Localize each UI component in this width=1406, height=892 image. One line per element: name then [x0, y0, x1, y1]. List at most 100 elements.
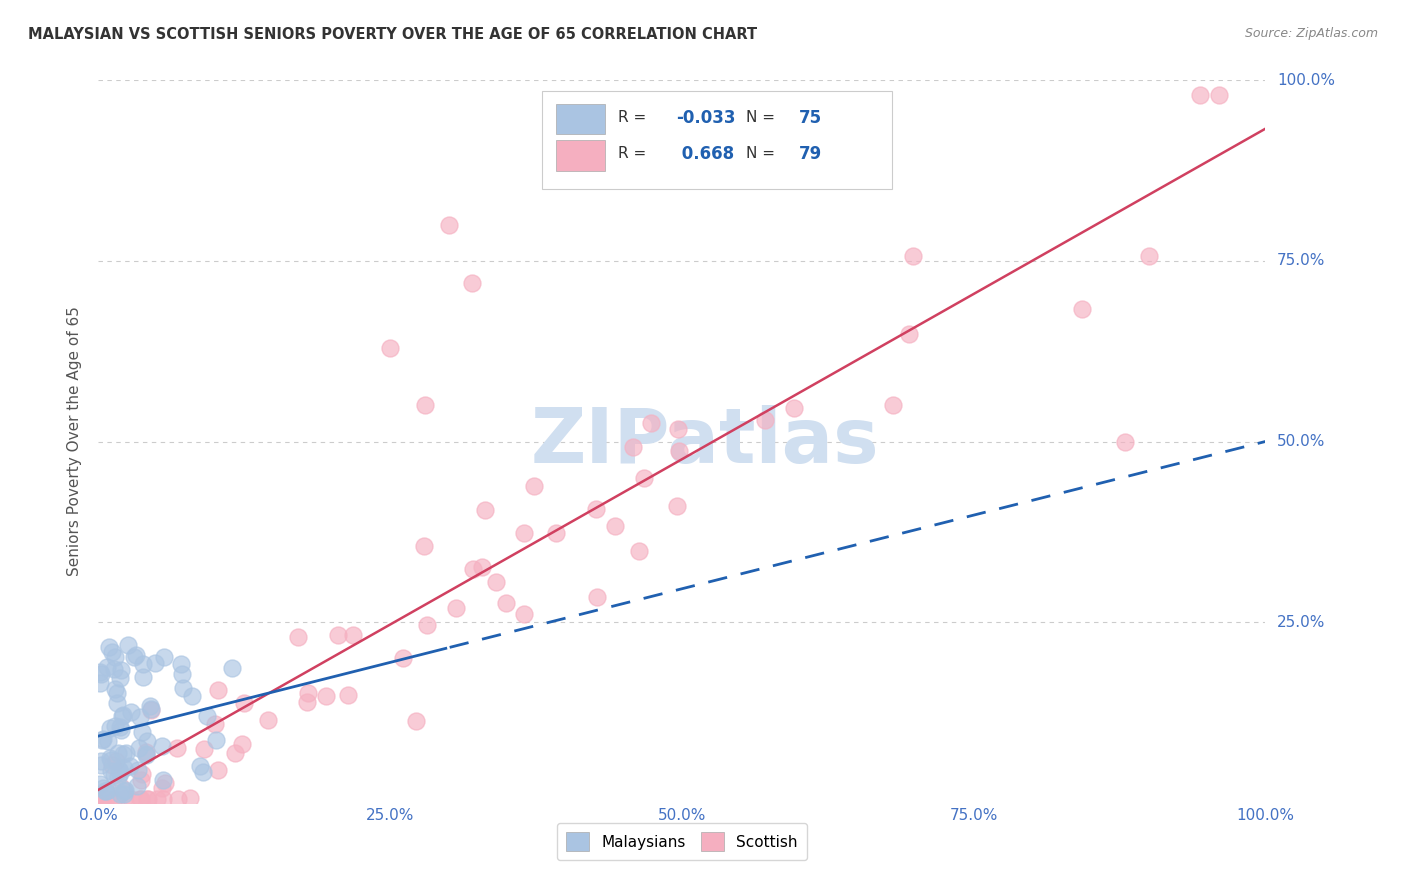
Point [110, 765, 132, 780]
Point [98, 721, 121, 735]
Point [112, 792, 135, 806]
Point [623, 440, 645, 454]
Point [127, 763, 149, 777]
Point [129, 792, 152, 806]
FancyBboxPatch shape [541, 91, 891, 189]
Point [114, 783, 136, 797]
Point [94, 784, 117, 798]
Point [898, 327, 921, 342]
Point [112, 787, 135, 801]
Point [188, 759, 211, 773]
Point [150, 739, 173, 753]
Point [150, 781, 173, 796]
Text: -0.033: -0.033 [676, 109, 735, 127]
Point [463, 562, 485, 576]
Point [104, 682, 127, 697]
Point [100, 758, 122, 772]
Point [100, 645, 122, 659]
Point [640, 416, 662, 430]
Point [232, 696, 254, 710]
Point [471, 559, 494, 574]
Point [152, 792, 174, 806]
Point [193, 765, 215, 780]
Point [513, 607, 536, 622]
Point [444, 601, 467, 615]
Point [98, 751, 121, 765]
Point [380, 341, 402, 355]
Point [135, 747, 157, 762]
Text: MALAYSIAN VS SCOTTISH SENIORS POVERTY OVER THE AGE OF 65 CORRELATION CHART: MALAYSIAN VS SCOTTISH SENIORS POVERTY OV… [28, 27, 758, 42]
Point [97, 782, 120, 797]
Point [93, 780, 115, 795]
Point [100, 764, 122, 778]
Point [512, 526, 534, 541]
Point [90, 792, 112, 806]
Point [413, 398, 436, 412]
Point [89, 665, 111, 680]
Point [195, 709, 218, 723]
Point [103, 662, 125, 676]
Point [326, 628, 349, 642]
Point [903, 249, 925, 263]
Point [129, 792, 152, 806]
Point [523, 478, 546, 492]
Point [131, 725, 153, 739]
Point [141, 702, 163, 716]
Point [103, 767, 125, 781]
Point [135, 745, 157, 759]
Point [207, 763, 229, 777]
Point [90, 757, 112, 772]
Point [103, 792, 125, 806]
Point [127, 779, 149, 793]
Point [105, 696, 128, 710]
Point [668, 444, 690, 458]
Point [132, 670, 155, 684]
Point [105, 686, 128, 700]
Text: N =: N = [747, 111, 775, 126]
Point [167, 792, 190, 806]
Point [112, 783, 135, 797]
Point [495, 597, 517, 611]
Point [98, 640, 121, 654]
Point [114, 761, 136, 775]
Point [100, 753, 122, 767]
Point [412, 539, 434, 553]
Point [110, 723, 132, 738]
Point [484, 574, 506, 589]
Point [342, 628, 364, 642]
Point [94, 792, 117, 806]
Point [474, 503, 496, 517]
Point [633, 471, 655, 485]
Point [585, 590, 607, 604]
Point [1114, 434, 1136, 449]
Point [297, 695, 319, 709]
Point [204, 717, 226, 731]
Point [107, 770, 129, 784]
Text: 75.0%: 75.0% [1277, 253, 1326, 268]
Point [170, 657, 193, 672]
Point [129, 773, 152, 788]
Point [153, 650, 176, 665]
Point [108, 671, 131, 685]
Point [111, 747, 134, 761]
Point [107, 746, 129, 760]
Point [391, 650, 413, 665]
Point [603, 518, 626, 533]
Point [96, 784, 118, 798]
Bar [555, 140, 605, 170]
Point [136, 792, 159, 806]
Legend: Malaysians, Scottish: Malaysians, Scottish [557, 823, 807, 860]
Point [138, 699, 160, 714]
Point [152, 773, 174, 788]
Point [145, 792, 167, 806]
Point [90, 733, 112, 747]
Point [128, 740, 150, 755]
Point [145, 656, 167, 670]
Point [120, 705, 142, 719]
Point [90, 754, 112, 768]
Point [666, 499, 689, 513]
Text: 25.0%: 25.0% [1277, 615, 1326, 630]
Point [628, 544, 651, 558]
Y-axis label: Seniors Poverty Over the Age of 65: Seniors Poverty Over the Age of 65 [67, 307, 83, 576]
Point [783, 401, 806, 415]
